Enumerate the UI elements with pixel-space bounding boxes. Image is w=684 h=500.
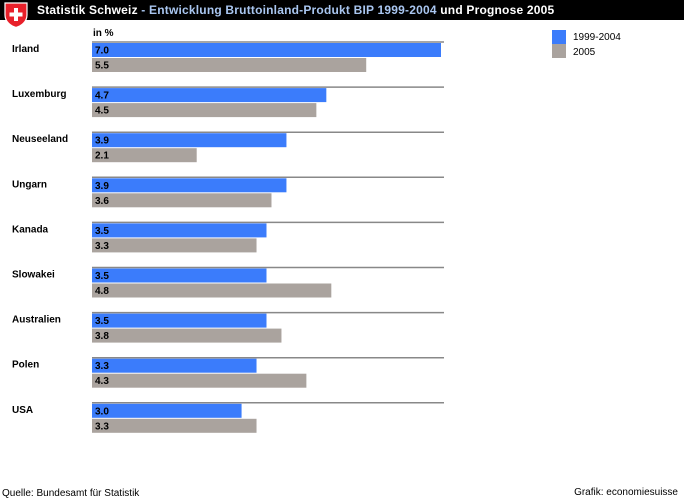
- swiss-flag-icon: [4, 2, 28, 28]
- bar-2005: [92, 238, 257, 253]
- value-label: 3.3: [95, 421, 109, 432]
- value-label: 4.5: [95, 106, 109, 117]
- bar-2005: [92, 148, 197, 163]
- bar-group: Irland 7.0 5.5: [12, 41, 444, 72]
- category-label: Kanada: [12, 224, 49, 235]
- title-bar: [0, 0, 684, 20]
- value-label: 3.3: [95, 241, 109, 252]
- bar-1999-2004: [92, 403, 242, 418]
- value-label: 3.6: [95, 196, 109, 207]
- bar-group: Ungarn 3.9 3.6: [12, 176, 444, 208]
- category-label: Australien: [12, 315, 61, 326]
- bar-1999-2004: [92, 43, 441, 57]
- value-label: 5.5: [95, 61, 109, 72]
- bar-group: Luxemburg 4.7 4.5: [12, 86, 444, 118]
- category-label: Slowakei: [12, 270, 55, 281]
- bar-2005: [92, 418, 257, 433]
- bar-2005: [92, 373, 307, 388]
- value-label: 7.0: [95, 46, 109, 57]
- bar-group: Neuseeland 3.9 2.1: [12, 131, 444, 163]
- value-label: 3.0: [95, 406, 109, 417]
- title-sep: -: [137, 3, 150, 17]
- category-label: Neuseeland: [12, 134, 68, 145]
- category-label: Ungarn: [12, 179, 47, 190]
- bar-group: Slowakei 3.5 4.8: [12, 266, 444, 298]
- bar-group: Kanada 3.5 3.3: [12, 221, 444, 253]
- value-label: 3.5: [95, 226, 109, 237]
- legend-swatch-1999-2004: [552, 30, 566, 44]
- bar-2005: [92, 328, 282, 343]
- bar-group: Polen 3.3 4.3: [12, 356, 444, 388]
- legend-label-2005: 2005: [573, 47, 596, 58]
- bar-1999-2004: [92, 358, 257, 373]
- title-part3: und Prognose 2005: [436, 3, 555, 17]
- value-label: 3.8: [95, 331, 109, 342]
- bar-1999-2004: [92, 178, 287, 193]
- bar-2005: [92, 103, 317, 118]
- legend-swatch-2005: [552, 44, 566, 58]
- bar-1999-2004: [92, 268, 267, 283]
- unit-label: in %: [93, 28, 114, 39]
- value-label: 2.1: [95, 151, 109, 162]
- value-label: 4.7: [95, 91, 109, 102]
- bar-1999-2004: [92, 313, 267, 328]
- category-label: Luxemburg: [12, 89, 66, 100]
- bar-1999-2004: [92, 223, 267, 238]
- legend: 1999-2004 2005: [552, 30, 621, 58]
- page-title: Statistik Schweiz - Entwicklung Bruttoin…: [37, 3, 554, 17]
- graphic-credit: Grafik: economiesuisse: [574, 487, 678, 498]
- value-label: 3.5: [95, 316, 109, 327]
- bar-2005: [92, 283, 332, 298]
- value-label: 3.3: [95, 361, 109, 372]
- bar-1999-2004: [92, 133, 287, 148]
- source-note: Quelle: Bundesamt für Statistik: [2, 488, 140, 499]
- value-label: 3.9: [95, 136, 109, 147]
- bar-group: USA 3.0 3.3: [12, 402, 444, 433]
- value-label: 3.5: [95, 271, 109, 282]
- title-part1: Statistik Schweiz: [37, 3, 138, 17]
- bar-2005: [92, 58, 367, 72]
- legend-label-1999-2004: 1999-2004: [573, 32, 621, 43]
- bar-2005: [92, 193, 272, 208]
- category-label: USA: [12, 405, 33, 416]
- value-label: 3.9: [95, 181, 109, 192]
- bar-1999-2004: [92, 88, 327, 103]
- category-label: Irland: [12, 44, 39, 55]
- value-label: 4.8: [95, 286, 109, 297]
- value-label: 4.3: [95, 376, 109, 387]
- title-part2: Entwicklung Bruttoinland-Produkt BIP 199…: [149, 3, 437, 17]
- bar-group: Australien 3.5 3.8: [12, 311, 444, 343]
- category-label: Polen: [12, 360, 39, 371]
